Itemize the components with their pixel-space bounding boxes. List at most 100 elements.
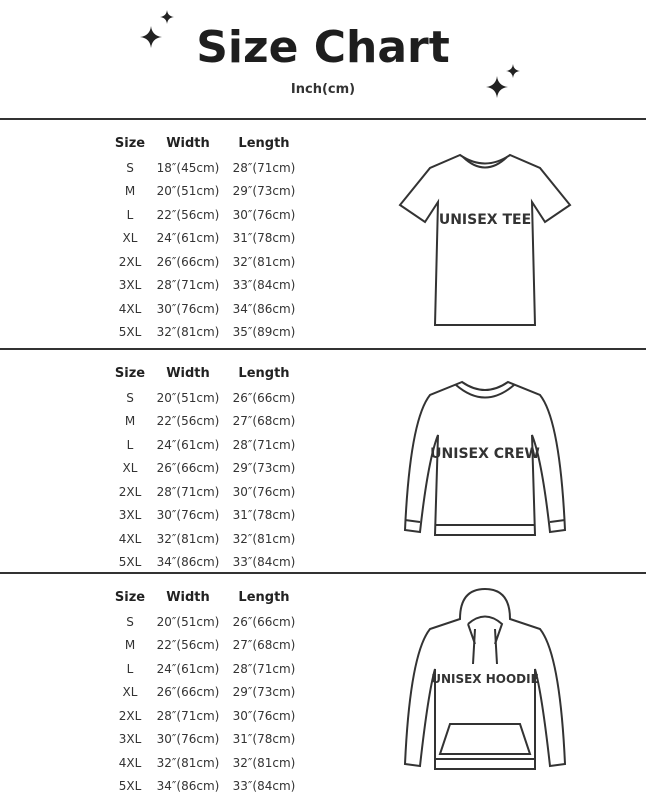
size-header: Size: [114, 365, 146, 381]
table-row: 3XL 28″(71cm) 33″(84cm): [108, 274, 304, 298]
width-cell: 24″(61cm): [156, 661, 220, 676]
length-cell: 33″(84cm): [232, 779, 296, 794]
table-row: 4XL 32″(81cm) 32″(81cm): [108, 751, 304, 775]
table-row: M 20″(51cm) 29″(73cm): [108, 180, 304, 204]
table-row: S 18″(45cm) 28″(71cm): [108, 156, 304, 180]
sweatshirt-icon: [403, 380, 567, 536]
garment-label: UNISEX CREW: [430, 446, 540, 462]
table-row: 5XL 32″(81cm) 35″(89cm): [108, 321, 304, 345]
size-cell: 3XL: [118, 732, 142, 747]
size-cell: M: [124, 414, 136, 429]
table-row: 2XL 28″(71cm) 30″(76cm): [108, 704, 304, 728]
width-cell: 22″(56cm): [156, 638, 220, 653]
length-cell: 31″(78cm): [232, 508, 296, 523]
size-header: Size: [114, 135, 146, 151]
size-cell: M: [124, 184, 136, 199]
width-cell: 30″(76cm): [156, 732, 220, 747]
width-cell: 30″(76cm): [156, 301, 220, 316]
size-cell: S: [126, 614, 134, 629]
length-cell: 33″(84cm): [232, 555, 296, 570]
table-header-row: Size Width Length: [108, 360, 304, 386]
width-cell: 26″(66cm): [156, 461, 220, 476]
table-row: 5XL 34″(86cm) 33″(84cm): [108, 551, 304, 575]
length-cell: 27″(68cm): [232, 414, 296, 429]
tee-size-table: Size Width Length S 18″(45cm) 28″(71cm) M 20″(5…: [108, 130, 304, 344]
table-row: XL 26″(66cm) 29″(73cm): [108, 681, 304, 705]
header: Size Chart Inch(cm): [0, 0, 646, 118]
size-cell: L: [126, 437, 134, 452]
table-row: M 22″(56cm) 27″(68cm): [108, 634, 304, 658]
size-cell: S: [126, 390, 134, 405]
size-cell: L: [126, 661, 134, 676]
table-row: S 20″(51cm) 26″(66cm): [108, 386, 304, 410]
size-cell: L: [126, 207, 134, 222]
length-cell: 28″(71cm): [232, 437, 296, 452]
width-cell: 32″(81cm): [156, 325, 220, 340]
sparkle-icon: [486, 76, 508, 98]
length-cell: 32″(81cm): [232, 531, 296, 546]
garment-label: UNISEX TEE: [438, 212, 532, 228]
table-row: 4XL 30″(76cm) 34″(86cm): [108, 297, 304, 321]
sparkle-icon: [160, 10, 174, 24]
width-cell: 26″(66cm): [156, 685, 220, 700]
size-cell: S: [126, 160, 134, 175]
width-cell: 20″(51cm): [156, 614, 220, 629]
size-cell: 3XL: [118, 508, 142, 523]
width-cell: 28″(71cm): [156, 484, 220, 499]
table-row: M 22″(56cm) 27″(68cm): [108, 410, 304, 434]
size-cell: 2XL: [118, 708, 142, 723]
table-row: XL 24″(61cm) 31″(78cm): [108, 227, 304, 251]
size-cell: 4XL: [118, 755, 142, 770]
length-cell: 30″(76cm): [232, 207, 296, 222]
size-cell: XL: [122, 231, 138, 246]
width-header: Width: [166, 135, 210, 151]
size-cell: XL: [122, 685, 138, 700]
table-row: S 20″(51cm) 26″(66cm): [108, 610, 304, 634]
length-cell: 29″(73cm): [232, 184, 296, 199]
length-cell: 29″(73cm): [232, 461, 296, 476]
hoodie-icon: [403, 587, 567, 770]
width-cell: 22″(56cm): [156, 414, 220, 429]
width-cell: 18″(45cm): [156, 160, 220, 175]
width-cell: 32″(81cm): [156, 755, 220, 770]
table-row: L 22″(56cm) 30″(76cm): [108, 203, 304, 227]
size-cell: 2XL: [118, 254, 142, 269]
length-cell: 31″(78cm): [232, 732, 296, 747]
size-cell: 5XL: [118, 555, 142, 570]
width-cell: 24″(61cm): [156, 231, 220, 246]
tee-illustration: UNISEX TEE: [390, 130, 580, 340]
length-cell: 35″(89cm): [232, 325, 296, 340]
width-cell: 28″(71cm): [156, 708, 220, 723]
tee-section: Size Width Length S 18″(45cm) 28″(71cm) M 20″(5…: [0, 120, 646, 348]
length-cell: 31″(78cm): [232, 231, 296, 246]
crew-size-table: Size Width Length S 20″(51cm) 26″(66cm) M 22″(5…: [108, 360, 304, 574]
divider: [0, 572, 646, 574]
length-cell: 30″(76cm): [232, 484, 296, 499]
length-cell: 29″(73cm): [232, 685, 296, 700]
width-cell: 20″(51cm): [156, 390, 220, 405]
table-row: 4XL 32″(81cm) 32″(81cm): [108, 527, 304, 551]
length-cell: 33″(84cm): [232, 278, 296, 293]
length-cell: 32″(81cm): [232, 254, 296, 269]
length-header: Length: [238, 135, 290, 151]
length-cell: 27″(68cm): [232, 638, 296, 653]
length-header: Length: [238, 589, 290, 605]
hoodie-illustration: UNISEX HOODIE: [390, 584, 580, 794]
table-row: 2XL 26″(66cm) 32″(81cm): [108, 250, 304, 274]
tshirt-icon: [398, 153, 572, 326]
size-header: Size: [114, 589, 146, 605]
table-row: 5XL 34″(86cm) 33″(84cm): [108, 775, 304, 799]
size-cell: M: [124, 638, 136, 653]
width-cell: 34″(86cm): [156, 779, 220, 794]
width-cell: 34″(86cm): [156, 555, 220, 570]
width-cell: 24″(61cm): [156, 437, 220, 452]
hoodie-section: Size Width Length S 20″(51cm) 26″(66cm) M 22″(5…: [0, 574, 646, 800]
size-cell: XL: [122, 461, 138, 476]
length-cell: 28″(71cm): [232, 160, 296, 175]
table-header-row: Size Width Length: [108, 584, 304, 610]
unit-subtitle: Inch(cm): [290, 82, 356, 97]
width-header: Width: [166, 365, 210, 381]
divider: [0, 118, 646, 120]
width-cell: 30″(76cm): [156, 508, 220, 523]
